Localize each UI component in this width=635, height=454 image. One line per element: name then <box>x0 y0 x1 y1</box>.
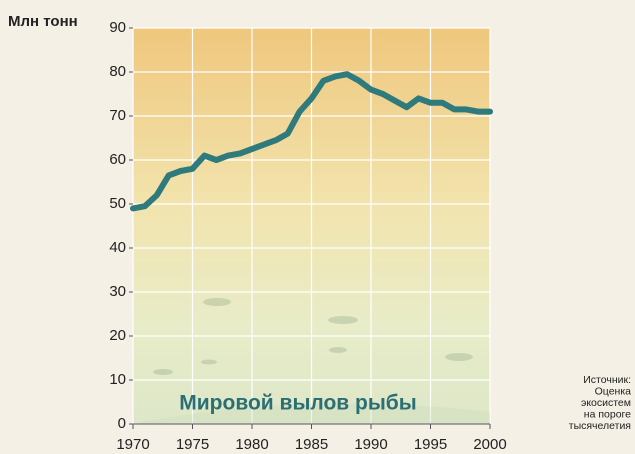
y-tick-label: 40 <box>109 239 126 256</box>
chart-title: Мировой вылов рыбы <box>179 392 416 415</box>
source-line: экосистем <box>581 397 631 409</box>
source-line: Источник: <box>583 374 631 386</box>
y-tick-label: 20 <box>109 327 126 344</box>
y-axis-label: Млн тонн <box>8 13 78 30</box>
source-line: тысячелетия <box>569 420 631 432</box>
page: {"chart_data": {"type": "line", "title":… <box>0 0 635 454</box>
y-tick-label: 90 <box>109 19 126 36</box>
chart: Млн тонн Мировой вылов рыбы Источник:Оце… <box>0 0 635 454</box>
y-tick-label: 60 <box>109 151 126 168</box>
y-tick-label: 70 <box>109 107 126 124</box>
y-tick-label: 50 <box>109 195 126 212</box>
x-tick-label: 1995 <box>414 436 447 453</box>
y-tick-label: 0 <box>118 415 126 432</box>
x-tick-label: 2000 <box>473 436 506 453</box>
source-line: на пороге <box>584 408 631 420</box>
y-tick-label: 80 <box>109 63 126 80</box>
x-tick-label: 1985 <box>295 436 328 453</box>
y-tick-label: 10 <box>109 371 126 388</box>
x-tick-label: 1970 <box>116 436 149 453</box>
x-tick-label: 1980 <box>235 436 268 453</box>
x-tick-label: 1990 <box>354 436 387 453</box>
source-line: Оценка <box>595 385 632 397</box>
x-tick-label: 1975 <box>176 436 209 453</box>
y-tick-label: 30 <box>109 283 126 300</box>
